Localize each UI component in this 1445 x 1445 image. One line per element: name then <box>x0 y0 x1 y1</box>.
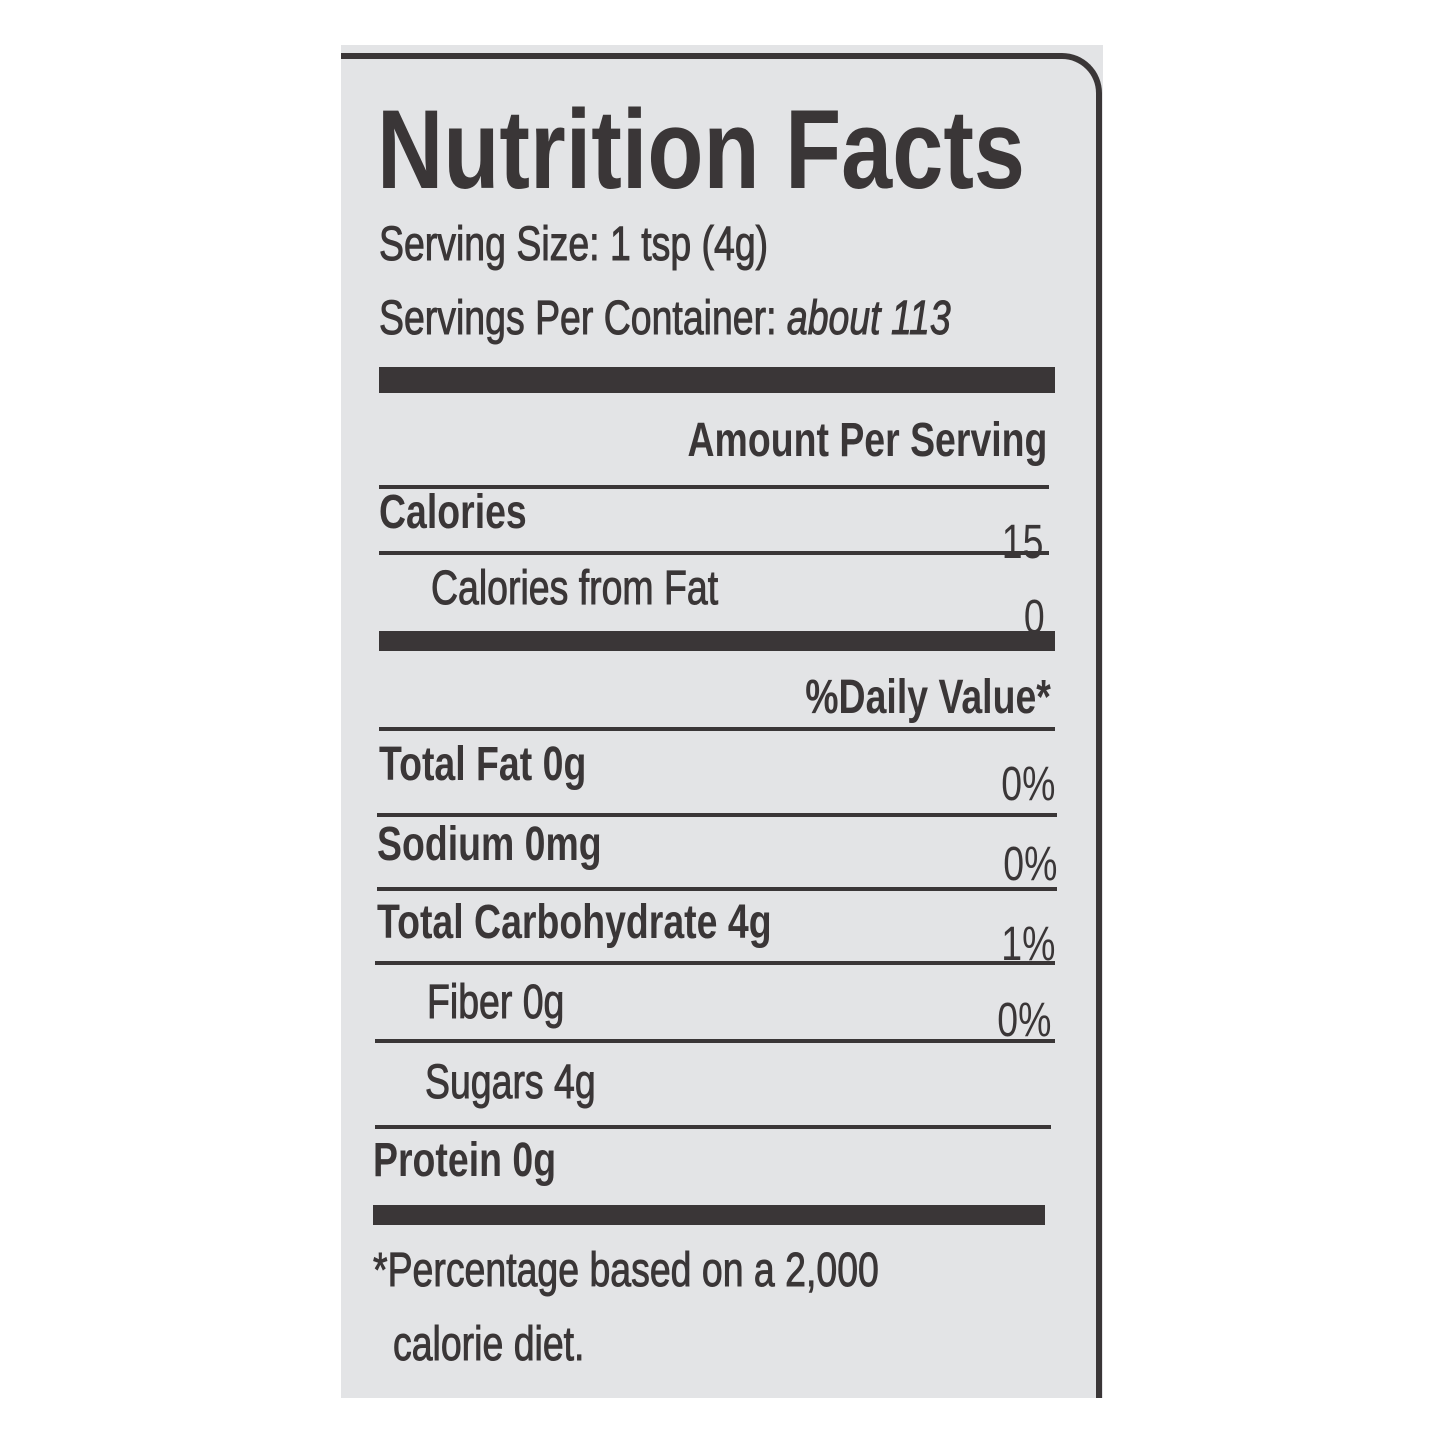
nutrient-label: Sugars 4g <box>425 1056 596 1110</box>
divider <box>379 485 1049 489</box>
calories-label: Calories <box>379 486 527 539</box>
nutrition-label: Nutrition Facts Serving Size: 1 tsp (4g)… <box>341 45 1103 1398</box>
nutrient-label: Protein 0g <box>373 1134 557 1187</box>
nutrient-label: Fiber 0g <box>427 976 565 1030</box>
nutrient-dv: 0% <box>996 994 1051 1047</box>
label-title: Nutrition Facts <box>377 87 1025 212</box>
daily-value-header: %Daily Value* <box>805 671 1051 724</box>
servings-per-container: Servings Per Container: about 113 <box>379 292 951 346</box>
calories-from-fat-label: Calories from Fat <box>431 562 719 616</box>
nutrient-dv: 0% <box>1000 758 1055 811</box>
divider <box>377 813 1057 817</box>
nutrient-label: Total Carbohydrate 4g <box>377 896 772 949</box>
divider <box>379 727 1055 731</box>
label-border <box>341 53 1102 1398</box>
calories-value: 15 <box>1001 516 1043 569</box>
nutrient-label: Total Fat 0g <box>379 738 587 791</box>
amount-per-serving: Amount Per Serving <box>687 414 1047 467</box>
calories-from-fat-value: 0 <box>1024 591 1045 644</box>
nutrient-label: Sodium 0mg <box>377 818 602 871</box>
footnote-line2: calorie diet. <box>393 1318 585 1372</box>
divider <box>377 887 1057 891</box>
divider <box>379 551 1049 555</box>
nutrient-dv: 0% <box>1002 838 1057 891</box>
divider <box>375 961 1055 965</box>
thick-divider <box>379 631 1055 651</box>
thick-divider <box>373 1205 1045 1225</box>
serving-size: Serving Size: 1 tsp (4g) <box>379 218 769 272</box>
thick-divider <box>379 367 1055 393</box>
footnote-line1: *Percentage based on a 2,000 <box>373 1244 880 1298</box>
divider <box>375 1039 1055 1043</box>
divider <box>375 1125 1051 1129</box>
